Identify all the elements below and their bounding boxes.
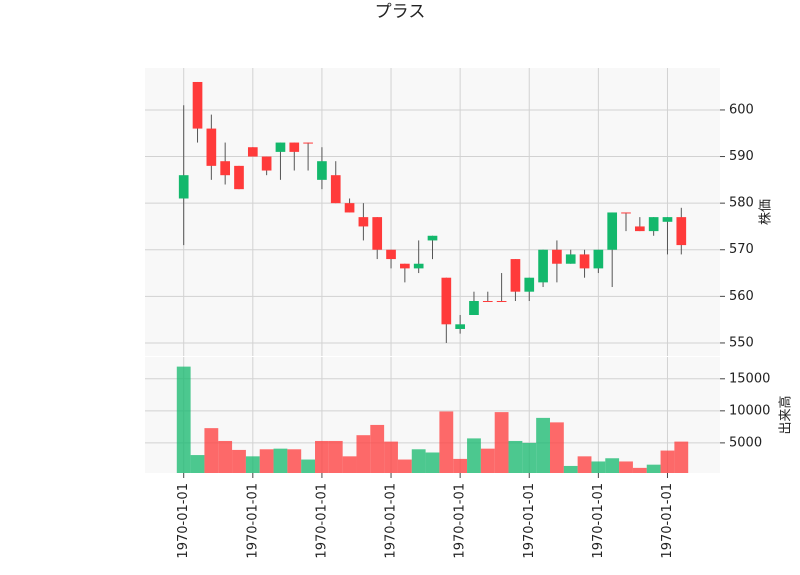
volume-bar <box>494 412 509 473</box>
candle-body <box>579 254 590 269</box>
volume-bar <box>522 442 537 473</box>
candle-body <box>330 175 341 204</box>
y-tick-label: 570 <box>729 242 754 257</box>
candle-body <box>220 161 231 176</box>
volume-bar <box>425 452 440 473</box>
volume-bar <box>439 411 454 473</box>
volume-bar <box>480 448 495 473</box>
candle-body <box>344 203 355 213</box>
candle-body <box>206 128 217 166</box>
volume-bar <box>301 459 316 473</box>
volume-bar <box>591 461 606 473</box>
volume-bar <box>563 465 578 473</box>
x-tick-label: 1970-01-01 <box>453 483 468 559</box>
volume-bar <box>370 424 385 473</box>
x-tick-label: 1970-01-01 <box>522 483 537 559</box>
candle-body <box>400 263 410 269</box>
y-tick-label: 580 <box>729 196 754 211</box>
y-axis-label: 株価 <box>759 199 774 225</box>
x-tick-label: 1970-01-01 <box>245 483 260 559</box>
volume-bar <box>190 455 205 473</box>
candle-body <box>372 217 383 250</box>
candle-body <box>621 212 631 214</box>
volume-bar <box>660 450 675 473</box>
volume-bar <box>273 448 288 473</box>
y2-tick-label: 15000 <box>729 371 770 386</box>
x-tick-label: 1970-01-01 <box>660 483 675 559</box>
candle-body <box>427 235 438 241</box>
candle-body <box>303 142 313 144</box>
y2-tick-label: 5000 <box>729 435 762 450</box>
volume-bar <box>232 449 246 473</box>
y-tick-label: 600 <box>729 102 754 117</box>
candle-body <box>289 142 300 152</box>
x-tick-label: 1970-01-01 <box>176 483 191 559</box>
candle-body <box>192 81 203 129</box>
volume-bar <box>287 449 302 473</box>
candle-body <box>607 212 618 250</box>
candle-body <box>413 263 424 269</box>
volume-bar <box>605 458 620 473</box>
volume-bar <box>176 366 191 473</box>
y-tick-label: 590 <box>729 149 754 164</box>
volume-bar <box>467 438 481 473</box>
volume-bar <box>245 456 260 473</box>
price-panel <box>145 68 720 356</box>
candle-body <box>552 249 562 264</box>
candle-body <box>234 165 244 190</box>
volume-bar <box>577 456 592 473</box>
volume-bar <box>549 422 564 473</box>
candle-body <box>510 259 521 292</box>
candle-body <box>482 301 493 303</box>
y2-axis-label: 出来高 <box>778 395 794 434</box>
x-tick-label: 1970-01-01 <box>591 483 606 559</box>
y-tick-label: 560 <box>729 289 754 304</box>
volume-bar <box>411 449 426 473</box>
candle-body <box>593 249 604 269</box>
volume-bar <box>397 459 412 473</box>
candle-body <box>178 175 189 199</box>
candle-body <box>317 161 327 180</box>
candle-body <box>261 156 272 171</box>
candle-body <box>648 217 659 232</box>
volume-bar <box>204 428 219 473</box>
volume-bar <box>453 458 468 473</box>
candle-body <box>496 301 507 303</box>
candle-body <box>634 226 645 232</box>
volume-bar <box>315 440 329 473</box>
candle-body <box>676 217 687 246</box>
volume-bar <box>342 456 357 473</box>
volume-bar <box>674 441 689 473</box>
y-tick-label: 550 <box>729 335 754 350</box>
candle-body <box>247 147 258 157</box>
candle-body <box>441 277 452 325</box>
chart-title: プラス <box>375 2 426 22</box>
candle-body <box>386 249 396 260</box>
volume-bar <box>218 440 233 473</box>
volume-bar <box>508 440 523 473</box>
volume-bar <box>259 449 274 473</box>
volume-bar <box>536 417 550 473</box>
candle-body <box>538 249 548 283</box>
candle-body <box>662 217 673 222</box>
candle-body <box>358 217 369 227</box>
y2-tick-label: 10000 <box>729 403 770 418</box>
candle-body <box>565 254 576 264</box>
candle-body <box>524 277 535 292</box>
volume-bar <box>328 440 343 473</box>
volume-bar <box>646 464 661 473</box>
candle-body <box>469 301 479 315</box>
volume-bar <box>632 467 647 473</box>
x-tick-label: 1970-01-01 <box>314 483 329 559</box>
volume-bar <box>619 461 633 473</box>
x-tick-label: 1970-01-01 <box>384 483 399 559</box>
volume-bar <box>356 435 371 473</box>
candle-body <box>455 324 465 329</box>
volume-bar <box>384 441 398 473</box>
candle-body <box>275 142 286 152</box>
